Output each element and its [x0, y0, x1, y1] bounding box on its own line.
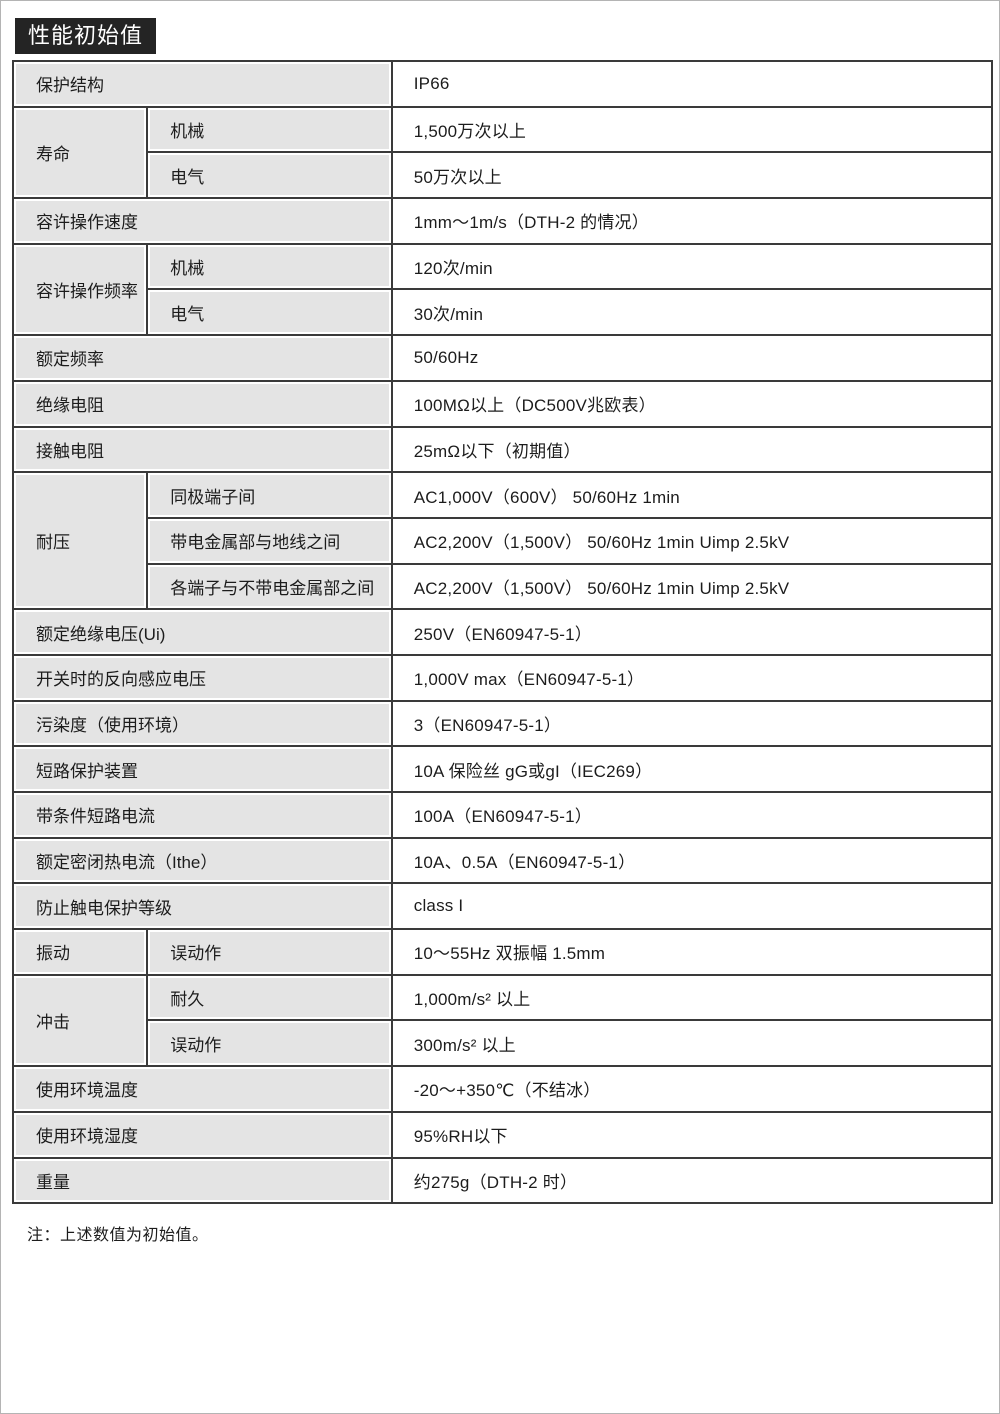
table-row: 使用环境湿度 95%RH以下	[12, 1110, 994, 1159]
row-value: AC2,200V（1,500V） 50/60Hz 1min Uimp 2.5kV	[390, 516, 994, 565]
row-value: 100MΩ以上（DC500V兆欧表）	[390, 379, 994, 428]
row-label: 额定绝缘电压(Ui)	[12, 608, 393, 656]
table-row: 使用环境温度 -20～+350℃（不结冰）	[12, 1065, 994, 1113]
table-row: 带电金属部与地线之间 AC2,200V（1,500V） 50/60Hz 1min…	[13, 516, 994, 565]
row-group-label: 冲击	[11, 973, 149, 1068]
table-row: 额定绝缘电压(Ui) 250V（EN60947-5-1）	[12, 608, 994, 656]
page-title: 性能初始值	[15, 18, 157, 54]
row-value: 10A、0.5A（EN60947-5-1）	[390, 836, 994, 885]
row-sublabel: 带电金属部与地线之间	[146, 516, 393, 565]
row-sublabel: 机械	[146, 242, 393, 291]
row-value: 100A（EN60947-5-1）	[390, 791, 994, 839]
table-row: 振动 误动作 10～55Hz 双振幅 1.5mm	[11, 928, 994, 976]
table-row: 额定频率 50/60Hz	[12, 334, 994, 382]
row-value: 300m/s² 以上	[390, 1019, 994, 1068]
table-row: 绝缘电阻 100MΩ以上（DC500V兆欧表）	[12, 379, 994, 428]
row-label: 防止触电保护等级	[12, 882, 393, 931]
row-value: 10A 保险丝 gG或gI（IEC269）	[390, 745, 994, 793]
row-label: 绝缘电阻	[12, 379, 393, 428]
row-label: 接触电阻	[12, 425, 393, 474]
row-label: 带条件短路电流	[12, 791, 393, 839]
row-label: 开关时的反向感应电压	[12, 653, 393, 702]
row-label: 额定密闭热电流（Ithe）	[12, 836, 393, 885]
table-row: 电气 30次/min	[13, 288, 994, 337]
row-sublabel: 误动作	[146, 1019, 393, 1068]
row-value: -20～+350℃（不结冰）	[390, 1065, 994, 1113]
table-row: 各端子与不带电金属部之间 AC2,200V（1,500V） 50/60Hz 1m…	[13, 562, 994, 611]
row-group-label: 耐压	[11, 471, 149, 611]
table-row: 开关时的反向感应电压 1,000V max（EN60947-5-1）	[12, 653, 994, 702]
table-row: 容许操作速度 1mm～1m/s（DTH-2 的情况）	[12, 197, 994, 245]
row-group-label: 振动	[11, 928, 149, 976]
row-value: 30次/min	[390, 288, 994, 337]
row-value: 1,500万次以上	[390, 105, 994, 154]
spec-table: 保护结构 IP66 寿命 机械 1,500万次以上 电气 50万次以上 容许操作…	[11, 60, 994, 1205]
row-sublabel: 电气	[146, 288, 393, 337]
row-sublabel: 误动作	[146, 928, 393, 976]
row-group-label: 寿命	[11, 105, 149, 200]
row-value: 50/60Hz	[390, 334, 994, 382]
row-value: 250V（EN60947-5-1）	[390, 608, 994, 656]
row-label: 短路保护装置	[12, 745, 393, 793]
row-value: 1mm～1m/s（DTH-2 的情况）	[390, 197, 994, 245]
table-row: 短路保护装置 10A 保险丝 gG或gI（IEC269）	[12, 745, 994, 793]
row-label: 保护结构	[12, 60, 393, 108]
table-row: 污染度（使用环境） 3（EN60947-5-1）	[12, 699, 994, 748]
row-value: 3（EN60947-5-1）	[390, 699, 994, 748]
table-row: 带条件短路电流 100A（EN60947-5-1）	[12, 791, 994, 839]
row-label: 容许操作速度	[12, 197, 393, 245]
row-value: 25mΩ以下（初期值）	[390, 425, 994, 474]
table-row: 重量 约275g（DTH-2 时）	[12, 1156, 994, 1205]
table-row: 保护结构 IP66	[12, 60, 994, 108]
table-row: 耐压 同极端子间 AC1,000V（600V） 50/60Hz 1min	[11, 471, 994, 611]
row-value: 约275g（DTH-2 时）	[390, 1156, 994, 1205]
row-label: 污染度（使用环境）	[12, 699, 393, 748]
table-row: 电气 50万次以上	[13, 151, 994, 200]
table-row: 防止触电保护等级 class I	[12, 882, 994, 931]
row-value: 10～55Hz 双振幅 1.5mm	[390, 928, 994, 976]
table-row: 冲击 耐久 1,000m/s² 以上	[11, 973, 994, 1068]
table-row: 寿命 机械 1,500万次以上	[11, 105, 994, 200]
row-value: 95%RH以下	[390, 1110, 994, 1159]
row-label: 使用环境湿度	[12, 1110, 393, 1159]
row-group-label: 容许操作频率	[11, 242, 149, 337]
row-value: IP66	[390, 60, 994, 108]
footnote: 注：上述数值为初始值。	[27, 1227, 209, 1244]
table-row: 误动作 300m/s² 以上	[13, 1019, 994, 1068]
table-row: 容许操作频率 机械 120次/min	[11, 242, 994, 337]
row-sublabel: 耐久	[146, 973, 393, 1022]
row-value: 120次/min	[390, 242, 994, 291]
row-sublabel: 同极端子间	[146, 471, 393, 519]
row-label: 使用环境温度	[12, 1065, 393, 1113]
table-row: 额定密闭热电流（Ithe） 10A、0.5A（EN60947-5-1）	[12, 836, 994, 885]
row-value: 1,000m/s² 以上	[390, 973, 994, 1022]
row-label: 额定频率	[12, 334, 393, 382]
row-label: 重量	[12, 1156, 393, 1205]
row-value: 50万次以上	[390, 151, 994, 200]
row-sublabel: 电气	[146, 151, 393, 200]
row-value: AC1,000V（600V） 50/60Hz 1min	[390, 471, 994, 519]
row-value: class I	[390, 882, 994, 931]
row-sublabel: 机械	[146, 105, 393, 154]
table-row: 接触电阻 25mΩ以下（初期值）	[12, 425, 994, 474]
row-sublabel: 各端子与不带电金属部之间	[146, 562, 393, 611]
row-value: AC2,200V（1,500V） 50/60Hz 1min Uimp 2.5kV	[390, 562, 994, 611]
row-value: 1,000V max（EN60947-5-1）	[390, 653, 994, 702]
